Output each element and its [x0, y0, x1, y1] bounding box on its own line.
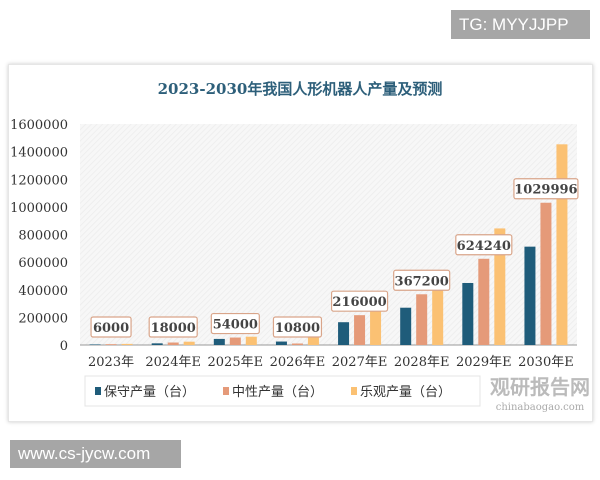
watermark-url: chinabaogao.com [496, 402, 585, 413]
svg-text:1029996: 1029996 [514, 183, 577, 198]
data-label: 54000 [210, 312, 260, 335]
y-tick-label: 600000 [18, 256, 68, 271]
y-tick-label: 0 [60, 339, 68, 354]
bar-neutral [416, 294, 428, 345]
bar-neutral [478, 258, 490, 345]
bar-neutral [291, 343, 303, 345]
bar-optimistic [370, 309, 382, 345]
bar-conservative [400, 307, 412, 345]
y-tick-label: 1400000 [10, 146, 68, 161]
bar-conservative [338, 322, 350, 345]
svg-text:367200: 367200 [395, 274, 449, 289]
x-tick-label: 2026年E [270, 355, 326, 370]
x-tick-label: 2029年E [456, 355, 512, 370]
bar-neutral [229, 337, 241, 345]
bar-neutral [167, 342, 179, 345]
bar-neutral [105, 344, 117, 345]
y-tick-label: 200000 [18, 311, 68, 326]
x-tick-label: 2027年E [332, 355, 388, 370]
bar-optimistic [432, 284, 444, 345]
data-label: 624240 [455, 234, 513, 256]
x-tick-label: 2025年E [208, 355, 264, 370]
bar-conservative [524, 246, 536, 345]
x-tick-label: 2030年E [518, 355, 574, 370]
legend-label: 乐观产量（台） [360, 385, 451, 400]
y-tick-label: 1200000 [10, 173, 68, 188]
legend-swatch [351, 387, 357, 395]
y-tick-label: 400000 [18, 284, 68, 299]
legend-label: 中性产量（台） [232, 385, 323, 400]
legend [84, 375, 481, 407]
bar-conservative [213, 338, 225, 345]
bar-optimistic [494, 228, 506, 345]
svg-text:6000: 6000 [93, 321, 129, 336]
data-label: 6000 [90, 316, 132, 338]
legend-label: 保守产量（台） [104, 385, 195, 400]
data-label: 216000 [330, 290, 389, 312]
svg-text:54000: 54000 [213, 318, 258, 333]
y-tick-label: 1600000 [10, 118, 68, 133]
chart-title: 2023-2030年我国人形机器人产量及预测 [158, 80, 443, 98]
data-label: 367200 [393, 269, 451, 291]
bar-conservative [151, 343, 163, 345]
x-tick-label: 2028年E [394, 355, 450, 370]
bar-neutral [354, 315, 366, 345]
bar-conservative [89, 344, 101, 345]
legend-swatch [223, 387, 229, 395]
x-tick-label: 2024年E [145, 355, 201, 370]
svg-text:624240: 624240 [457, 239, 511, 254]
bar-conservative [275, 341, 287, 345]
svg-text:216000: 216000 [332, 295, 386, 310]
bar-optimistic [556, 144, 568, 345]
bar-conservative [462, 282, 474, 345]
bar-neutral [540, 202, 552, 345]
x-tick-label: 2023年 [88, 355, 134, 370]
bar-optimistic [121, 343, 133, 345]
bar-optimistic [183, 341, 195, 345]
bar-optimistic [245, 336, 257, 345]
data-label: 18000 [148, 316, 198, 338]
top-right-label: TG: MYYJJPP [451, 10, 590, 39]
legend-swatch [95, 387, 101, 395]
y-tick-label: 1000000 [10, 201, 68, 216]
bottom-left-label: www.cs-jycw.com [10, 440, 181, 468]
y-tick-label: 800000 [18, 229, 68, 244]
data-label: 10800 [272, 316, 323, 338]
svg-text:18000: 18000 [151, 321, 196, 336]
data-label: 1029996 [513, 178, 579, 200]
svg-text:10800: 10800 [275, 321, 320, 336]
watermark-brand: 观研报告网 [490, 375, 590, 399]
